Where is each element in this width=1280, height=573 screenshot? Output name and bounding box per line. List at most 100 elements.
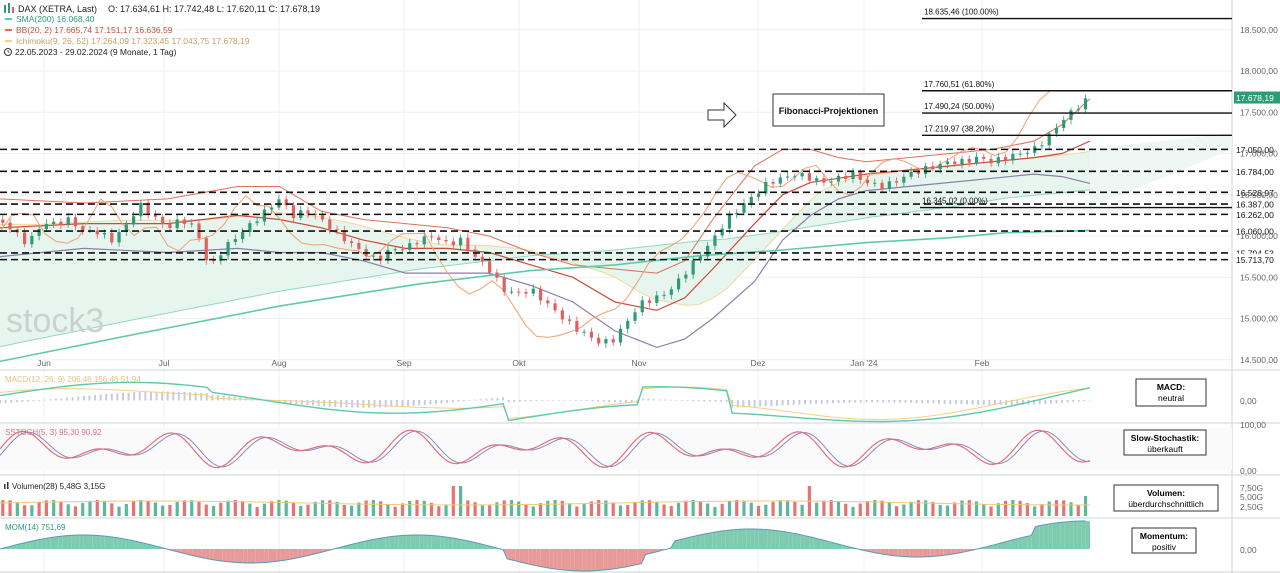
momentum-area: [213, 549, 218, 561]
momentum-area: [201, 549, 206, 559]
price-tick: 18.500,00: [1240, 25, 1278, 35]
volume-bar: [139, 500, 143, 516]
macd-histogram-bar: [787, 400, 790, 406]
volume-bar: [437, 506, 441, 516]
candle-body: [1054, 127, 1059, 134]
macd-histogram-bar: [407, 400, 410, 407]
candle-body: [153, 214, 157, 217]
volume-annotation: Volumen: überdurchschnittlich: [1113, 484, 1219, 512]
momentum-area: [264, 549, 269, 563]
volume-bar: [844, 503, 848, 516]
ichimoku-legend: Ichimoku(9, 26, 52) 17.264,09 17.323,45 …: [16, 36, 250, 46]
momentum-area: [695, 534, 701, 549]
macd-histogram-bar: [669, 399, 672, 401]
level-label: 16.262,00: [1236, 210, 1274, 220]
candle-body: [611, 339, 615, 343]
macd-histogram-bar: [535, 400, 538, 401]
volume-bar: [582, 504, 586, 516]
bb-legend: BB(20, 2) 17.665,74 17.151,17 16.636,59: [16, 25, 173, 35]
candle-body: [575, 320, 579, 332]
macd-histogram-bar: [949, 400, 952, 404]
candle-body: [1, 219, 5, 223]
level-label-bg: [1234, 208, 1280, 221]
fib-label: 17.760,51 (61.80%): [924, 80, 995, 89]
sma200-line: [0, 229, 1091, 363]
momentum-area: [377, 538, 382, 549]
volume-bar: [59, 501, 63, 516]
candle-body: [146, 202, 150, 215]
momentum-area: [1001, 541, 1007, 549]
candle-body: [408, 243, 412, 250]
macd-histogram-bar: [625, 400, 628, 403]
candle-body: [131, 216, 136, 225]
macd-histogram-bar: [904, 400, 907, 403]
volume-bar: [538, 503, 543, 516]
momentum-area: [779, 531, 784, 549]
month-tick: Feb: [975, 358, 990, 368]
macd-histogram-bar: [418, 400, 421, 406]
candle-body: [524, 292, 528, 294]
candle-body: [858, 172, 862, 180]
momentum-area: [582, 549, 587, 571]
macd-histogram-bar: [854, 400, 857, 403]
indicator-tick: 100,00: [1240, 420, 1266, 430]
momentum-area: [763, 529, 768, 549]
momentum-area: [800, 534, 805, 549]
macd-histogram-bar: [1089, 399, 1091, 401]
volume-bar: [117, 506, 121, 516]
month-tick: Nov: [631, 358, 647, 368]
macd-histogram-bar: [809, 400, 812, 405]
candle-body: [190, 223, 194, 225]
momentum-area: [792, 533, 797, 549]
volume-bar: [924, 500, 928, 516]
candle-body: [1083, 98, 1088, 110]
candle-body: [676, 278, 681, 290]
candle-body: [698, 256, 702, 261]
momentum-area: [612, 549, 617, 570]
volume-bar: [931, 502, 935, 516]
levels: 18.635,46 (100.00%) 17.760,51 (61.80%) 17.…: [0, 8, 1280, 266]
momentum-area: [674, 539, 680, 549]
macd-histogram-bar: [384, 400, 387, 408]
momentum-area: [389, 536, 395, 549]
momentum-area: [385, 536, 390, 549]
volume-bar: [793, 501, 797, 516]
macd-histogram-bar: [312, 400, 315, 406]
candle-body: [902, 176, 906, 183]
candle-body: [328, 219, 332, 230]
momentum-area: [511, 549, 516, 561]
volume-bar: [836, 501, 841, 516]
momentum-area: [540, 549, 545, 568]
volume-bar: [945, 505, 950, 516]
macd-histogram-bar: [183, 391, 186, 401]
momentum-area: [905, 549, 910, 557]
volume-bar: [277, 500, 281, 516]
momentum-area: [767, 529, 772, 549]
candle-body: [458, 237, 463, 246]
momentum-area: [1073, 521, 1078, 549]
macd-histogram-bar: [781, 400, 784, 406]
volume-bar: [1069, 502, 1073, 516]
macd-histogram-bar: [859, 400, 862, 403]
volume-bar: [110, 503, 114, 516]
momentum-area: [138, 541, 143, 549]
macd-histogram-bar: [837, 400, 840, 404]
macd-histogram-bar: [474, 399, 477, 401]
macd-histogram-bar: [999, 400, 1002, 406]
level-label-bg: [1234, 143, 1280, 156]
volume-bar: [1047, 501, 1051, 516]
volume-bar: [553, 500, 557, 516]
candle-body: [1011, 153, 1015, 161]
svg-text:Momentum:: Momentum:: [1140, 531, 1188, 541]
macd-histogram-bar: [831, 400, 834, 404]
candle-body: [320, 215, 325, 220]
macd-histogram-bar: [339, 400, 342, 408]
candle-body: [800, 173, 804, 177]
momentum-area: [427, 535, 432, 549]
macd-histogram-bar: [172, 391, 175, 401]
momentum-area: [553, 549, 558, 570]
candle-body: [756, 193, 761, 197]
macd-histogram-bar: [1083, 400, 1086, 401]
macd-histogram-bar: [1077, 400, 1080, 402]
momentum-area: [1056, 522, 1061, 549]
